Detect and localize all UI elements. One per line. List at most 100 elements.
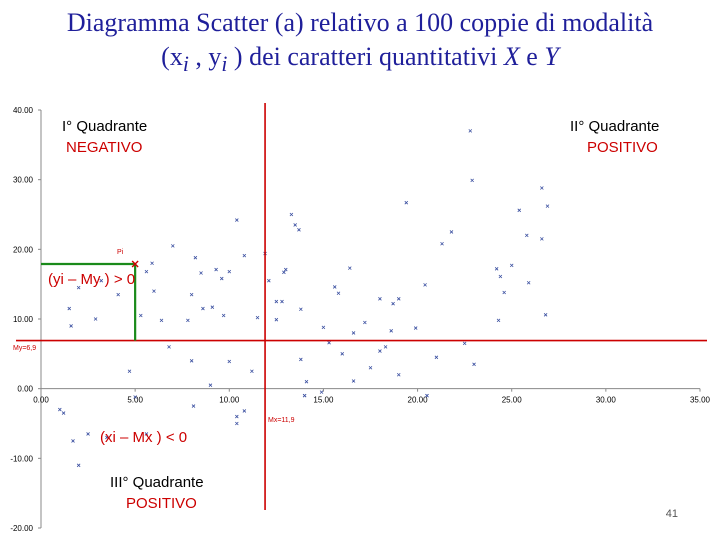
data-point bbox=[58, 407, 62, 412]
mean-lines bbox=[16, 103, 707, 510]
quadrant-2-sign: POSITIVO bbox=[587, 139, 658, 156]
data-point bbox=[274, 299, 279, 304]
data-point bbox=[267, 278, 271, 283]
data-point bbox=[363, 320, 367, 325]
data-point bbox=[127, 369, 132, 374]
data-point bbox=[76, 285, 81, 290]
data-point bbox=[378, 349, 382, 353]
data-point bbox=[299, 307, 303, 312]
data-point bbox=[242, 409, 247, 413]
data-point bbox=[282, 270, 286, 275]
data-point bbox=[340, 352, 345, 356]
data-point bbox=[227, 359, 232, 364]
data-point bbox=[191, 404, 196, 408]
y-tick-label: -10.00 bbox=[10, 454, 33, 463]
data-point bbox=[472, 362, 476, 367]
x-tick-label: 20.00 bbox=[408, 396, 429, 405]
x-tick-label: 10.00 bbox=[219, 396, 240, 405]
data-point bbox=[389, 329, 393, 333]
point-pi-label: Pi bbox=[117, 249, 124, 256]
chart-title-line2: (xi , yi ) dei caratteri quantitativi X … bbox=[161, 42, 559, 77]
y-tick-label: -20.00 bbox=[10, 524, 33, 533]
data-point bbox=[319, 390, 324, 394]
x-tick-label: 0.00 bbox=[33, 396, 49, 405]
data-point bbox=[167, 345, 171, 349]
data-point bbox=[302, 393, 307, 398]
y-tick-label: 10.00 bbox=[13, 315, 34, 324]
data-point bbox=[293, 223, 297, 227]
data-point bbox=[304, 379, 309, 384]
data-point bbox=[133, 395, 137, 399]
data-point bbox=[235, 218, 239, 222]
quadrant-1-label: I° Quadrante bbox=[62, 118, 147, 135]
data-point bbox=[545, 204, 550, 208]
data-point bbox=[214, 267, 218, 272]
data-point bbox=[391, 301, 395, 306]
data-point bbox=[189, 292, 194, 297]
x-tick-label: 15.00 bbox=[313, 396, 334, 405]
data-point bbox=[150, 261, 154, 266]
data-point bbox=[383, 345, 388, 349]
x-tick-label: 30.00 bbox=[596, 396, 617, 405]
data-point bbox=[76, 463, 81, 468]
data-point bbox=[336, 291, 341, 296]
data-point bbox=[540, 237, 544, 241]
data-point bbox=[509, 263, 514, 268]
data-point bbox=[396, 372, 401, 377]
data-point bbox=[255, 315, 260, 320]
data-point bbox=[71, 439, 75, 443]
data-point bbox=[193, 255, 198, 260]
data-point bbox=[543, 313, 548, 317]
quadrant-3-sign: POSITIVO bbox=[126, 495, 197, 512]
quadrant-3-label: III° Quadrante bbox=[110, 474, 204, 491]
data-point bbox=[425, 393, 429, 398]
data-point bbox=[368, 365, 373, 370]
quadrant-1-sign: NEGATIVO bbox=[66, 139, 142, 156]
data-point bbox=[470, 178, 474, 183]
data-point bbox=[199, 271, 203, 275]
x-tick-label: 5.00 bbox=[127, 396, 143, 405]
data-point bbox=[468, 129, 473, 133]
data-point bbox=[67, 306, 72, 311]
data-point bbox=[171, 244, 175, 248]
data-point bbox=[289, 212, 294, 217]
data-point bbox=[250, 369, 254, 374]
data-point bbox=[404, 200, 409, 205]
mean-x-label: Mx=11,9 bbox=[268, 417, 295, 424]
data-point bbox=[93, 317, 98, 321]
data-point bbox=[280, 299, 284, 304]
data-point bbox=[69, 324, 73, 328]
quadrant-2-label: II° Quadrante bbox=[570, 118, 659, 135]
data-point bbox=[351, 379, 356, 383]
data-point bbox=[449, 230, 454, 234]
data-point bbox=[524, 233, 529, 238]
data-point bbox=[227, 269, 232, 274]
data-point bbox=[434, 355, 439, 360]
annotations: I° Quadrante NEGATIVO II° Quadrante POSI… bbox=[13, 118, 659, 512]
highlight-point-pi bbox=[131, 260, 139, 268]
data-point bbox=[219, 276, 224, 281]
data-point bbox=[496, 318, 501, 323]
data-point bbox=[144, 269, 149, 274]
data-point bbox=[540, 186, 544, 190]
data-point bbox=[235, 414, 239, 419]
data-point bbox=[139, 313, 143, 318]
data-point bbox=[462, 341, 467, 346]
data-point bbox=[99, 278, 104, 283]
data-point bbox=[201, 306, 205, 311]
data-point bbox=[351, 331, 356, 335]
annotation-y-deviation: (yi – My ) > 0 bbox=[48, 271, 135, 288]
x-tick-label: 35.00 bbox=[690, 396, 711, 405]
data-point bbox=[152, 289, 156, 293]
y-tick-label: 0.00 bbox=[17, 385, 33, 394]
scatter-points bbox=[58, 129, 550, 468]
data-point bbox=[348, 266, 352, 270]
data-point bbox=[274, 317, 279, 322]
axes: 40.00 30.00 20.00 10.00 0.00 -10.00 -20.00 0.00… bbox=[10, 106, 710, 533]
data-point bbox=[105, 435, 109, 440]
data-point bbox=[208, 383, 213, 387]
data-point bbox=[332, 285, 337, 289]
data-point bbox=[440, 241, 444, 246]
data-point bbox=[423, 283, 427, 287]
